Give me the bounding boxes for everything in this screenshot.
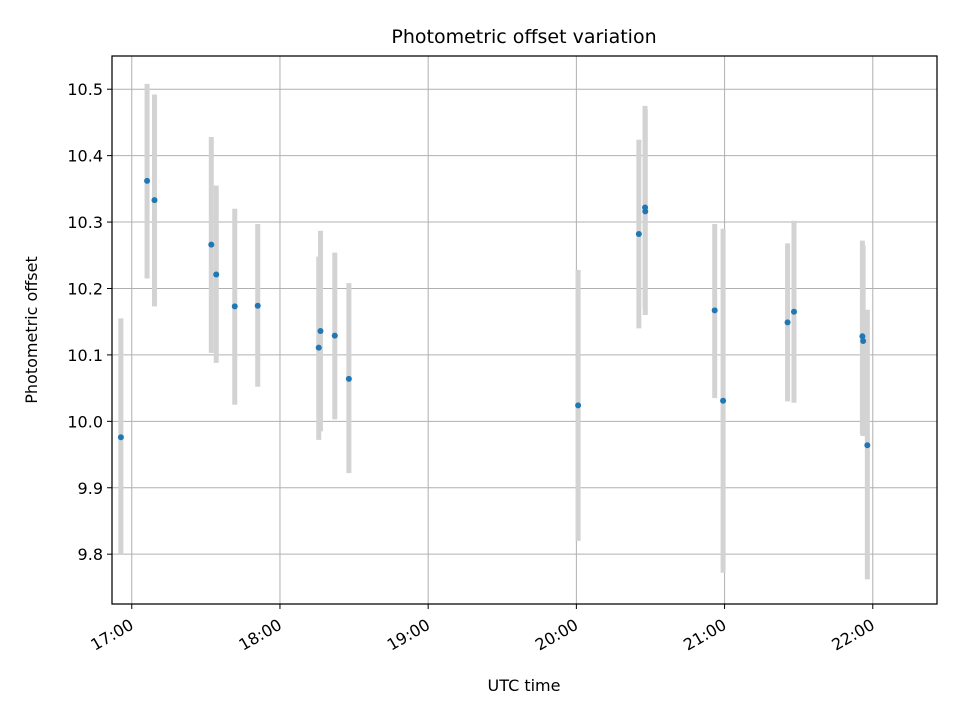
data-point [315,344,322,351]
data-point [144,177,151,184]
data-point [790,308,797,315]
y-tick-label: 10.5 [67,80,103,99]
data-point [635,231,642,238]
data-point [254,302,261,309]
y-tick-label: 9.9 [78,479,103,498]
data-point [860,337,867,344]
data-points [117,177,871,449]
x-axis-title: UTC time [488,676,561,695]
data-point [575,402,582,409]
data-point [711,307,718,314]
y-tick-label: 10.0 [67,412,103,431]
y-tick-label: 10.1 [67,346,103,365]
chart-title: Photometric offset variation [391,26,656,48]
y-tick-label: 10.2 [67,279,103,298]
y-axis-title: Photometric offset [22,256,41,404]
data-point [151,197,158,204]
data-point [859,333,866,340]
y-tick-label: 10.4 [67,147,103,166]
data-point [345,375,352,382]
data-point [213,271,220,278]
data-point [864,442,871,449]
y-tick-label: 9.8 [78,545,103,564]
data-point [642,208,649,215]
data-point [317,327,324,334]
y-tick-label: 10.3 [67,213,103,232]
y-axis-ticks: 9.8 9.9 10.0 10.1 10.2 10.3 10.4 10.5 [67,80,112,564]
plot-frame [111,55,938,605]
data-point [784,319,791,326]
data-point [231,303,238,310]
data-point [331,332,338,339]
data-point [208,241,215,248]
data-point [720,397,727,404]
data-point [117,434,124,441]
